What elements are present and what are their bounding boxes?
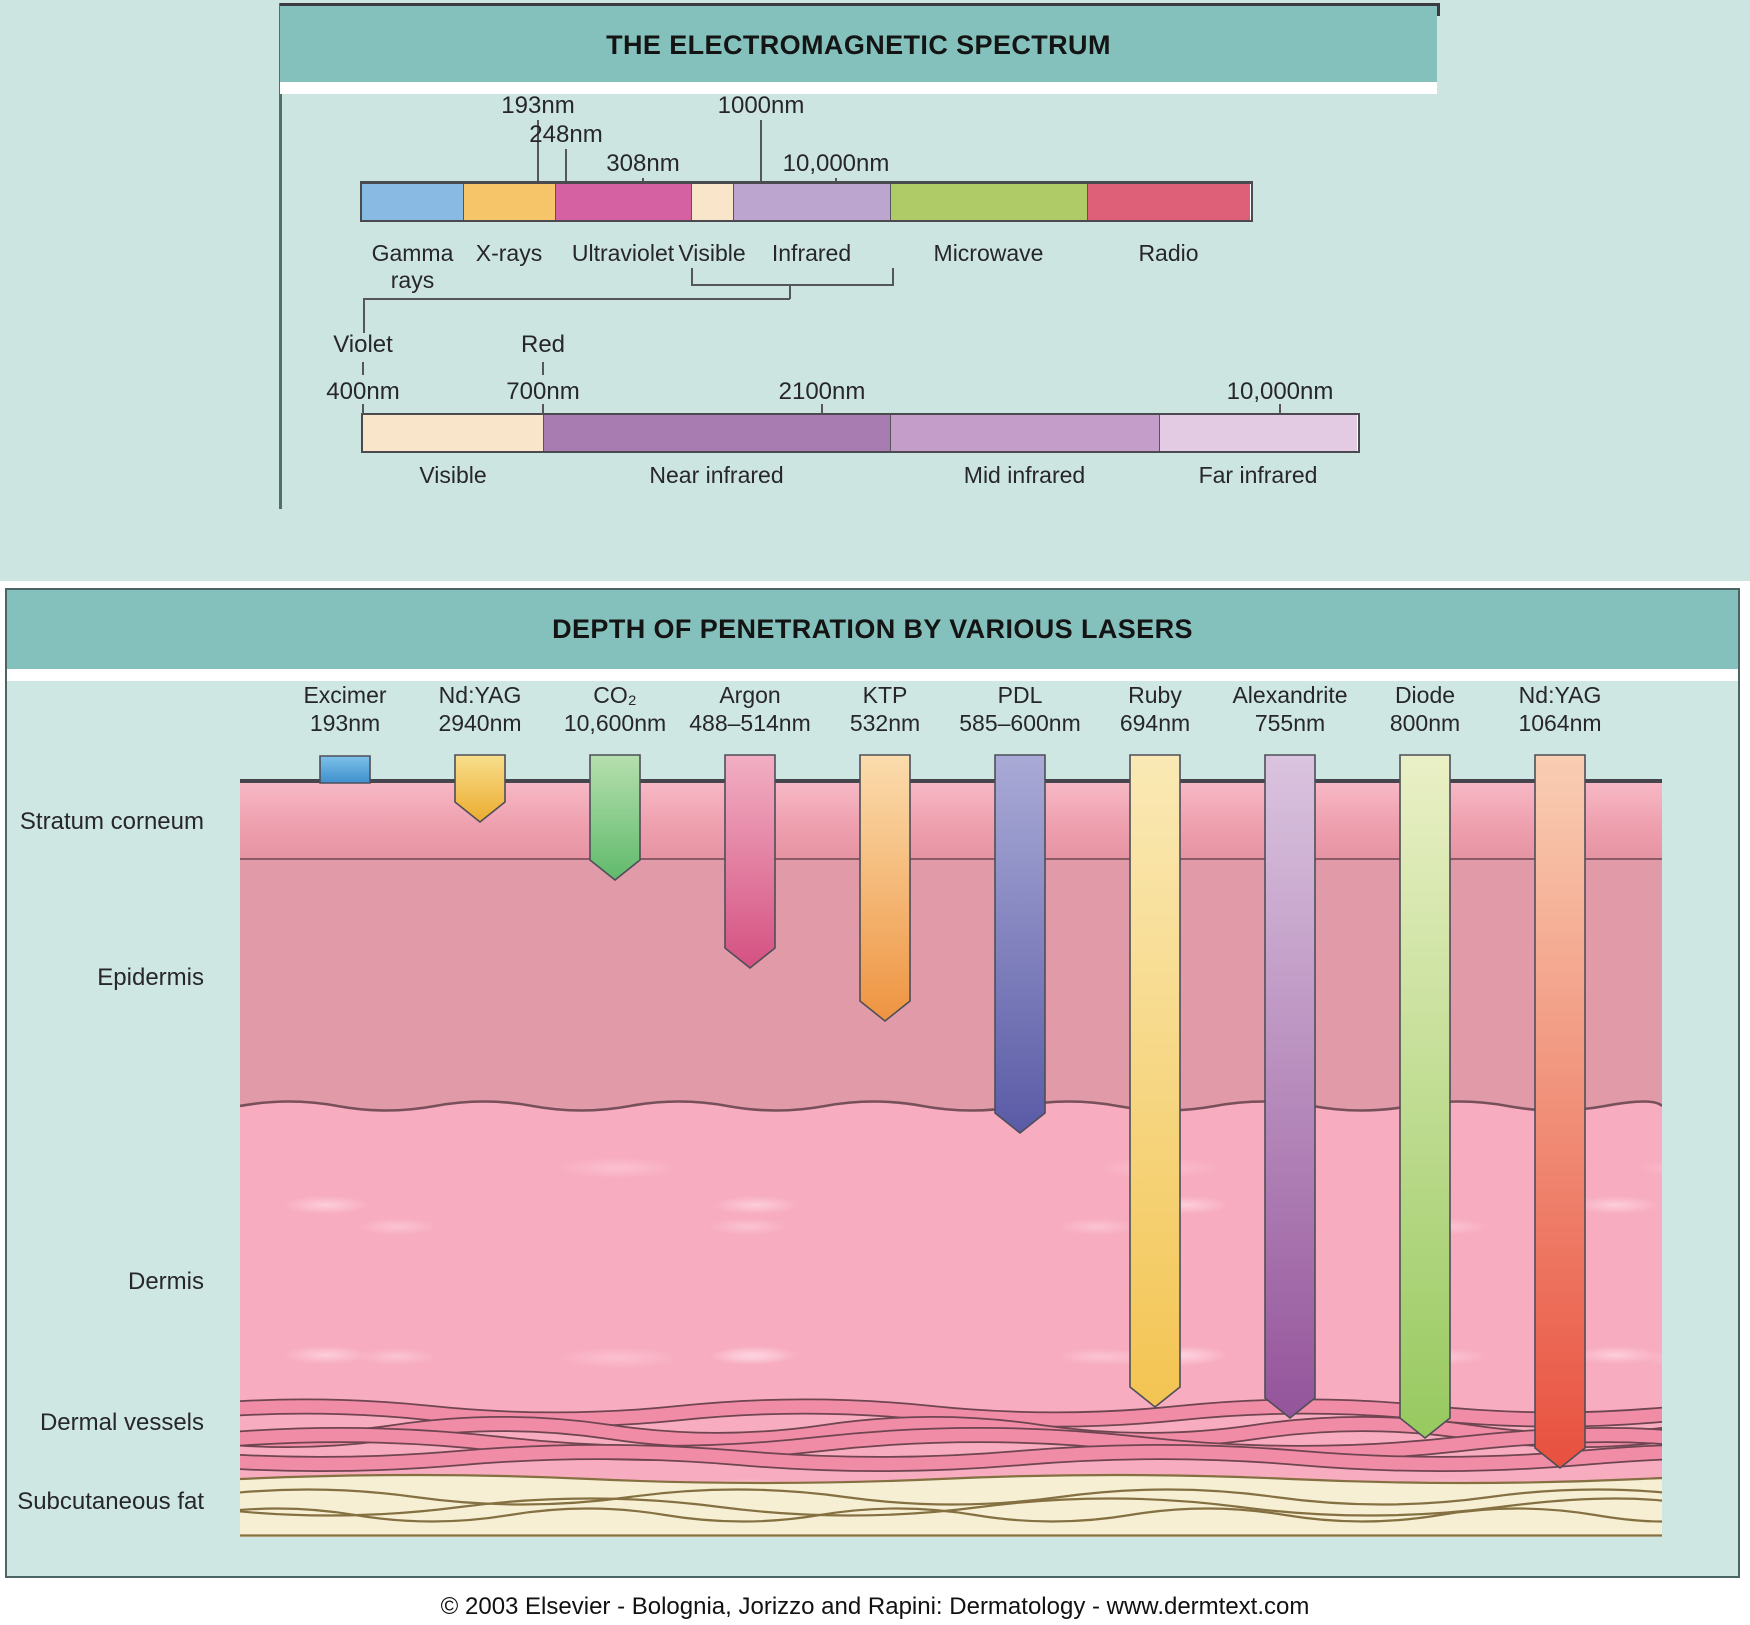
em-tick-label: 1000nm — [717, 92, 805, 119]
ir-tick-line — [542, 404, 544, 414]
ir-segment — [1158, 414, 1357, 451]
ir-segment — [542, 414, 890, 451]
em-title: THE ELECTROMAGNETIC SPECTRUM — [606, 30, 1111, 60]
em-segment — [732, 183, 890, 220]
ir-tick-midline — [542, 362, 544, 375]
em-spectrum-bar — [359, 180, 1253, 222]
ir-segment — [362, 414, 543, 451]
ir-tick-line — [362, 404, 364, 414]
em-section-background — [0, 0, 1750, 581]
em-segment — [889, 183, 1087, 220]
ir-segment-label: Mid infrared — [963, 462, 1086, 488]
stratum-corneum-band — [240, 783, 1662, 860]
em-tick-line — [565, 149, 567, 181]
em-title-bar-end-tick — [1437, 3, 1440, 16]
laser-name-label: Ruby — [1128, 682, 1182, 708]
laser-wavelength-label: 193nm — [309, 710, 381, 736]
em-segment-label: X-rays — [475, 240, 543, 266]
em-tick-label: 308nm — [606, 150, 680, 177]
laser-wavelength-label: 2940nm — [438, 710, 522, 736]
epidermis-band — [240, 860, 1662, 1112]
laser-wavelength-label: 10,600nm — [563, 710, 667, 736]
skin-surface-line — [240, 779, 1662, 783]
laser-wavelength-label: 488–514nm — [689, 710, 811, 736]
laser-name-label: Excimer — [303, 682, 387, 708]
ir-tick-value: 2100nm — [778, 378, 866, 405]
ir-tick-midline — [362, 362, 364, 375]
em-segment-label: Gamma rays — [371, 240, 454, 293]
laser-wavelength-label: 800nm — [1389, 710, 1461, 736]
subcutaneous-fat-band — [240, 1473, 1662, 1537]
copyright-text: © 2003 Elsevier - Bolognia, Jorizzo and … — [440, 1593, 1310, 1620]
ir-tick-line — [1279, 404, 1281, 414]
em-segment — [554, 183, 691, 220]
laser-wavelength-label: 532nm — [849, 710, 921, 736]
em-segment — [361, 183, 463, 220]
laser-name-label: Nd:YAG — [438, 682, 522, 708]
laser-title-bar: DEPTH OF PENETRATION BY VARIOUS LASERS — [7, 590, 1738, 669]
em-tick-line — [760, 120, 762, 181]
ir-tick-value: 700nm — [506, 378, 580, 405]
em-title-bar-separator — [280, 82, 1437, 94]
visible-expansion-bar — [360, 412, 1360, 453]
laser-title: DEPTH OF PENETRATION BY VARIOUS LASERS — [552, 614, 1193, 644]
laser-name-label: KTP — [862, 682, 908, 708]
em-segment-label: Ultraviolet — [571, 240, 675, 266]
em-tick-label: 193nm — [501, 92, 575, 119]
em-segment — [690, 183, 733, 220]
skin-layer-label: Subcutaneous fat — [17, 1488, 204, 1515]
ir-segment-label: Far infrared — [1198, 462, 1318, 488]
skin-layer-label: Stratum corneum — [19, 808, 204, 835]
ir-tick-name: Violet — [333, 331, 393, 358]
laser-wavelength-label: 694nm — [1119, 710, 1191, 736]
ir-tick-value: 400nm — [326, 378, 400, 405]
ir-segment — [889, 414, 1159, 451]
ir-segment-label: Near infrared — [649, 462, 784, 488]
em-segment-label: Visible — [678, 240, 746, 266]
skin-layer-label: Dermal vessels — [39, 1409, 204, 1436]
em-tick-line — [537, 120, 539, 181]
laser-name-label: CO₂ — [593, 682, 637, 708]
laser-wavelength-label: 755nm — [1254, 710, 1326, 736]
em-tick-line — [642, 178, 644, 181]
em-segment — [1086, 183, 1250, 220]
skin-layer-label: Dermis — [128, 1268, 204, 1295]
em-segment-label: Microwave — [933, 240, 1044, 266]
laser-name-label: Diode — [1394, 682, 1456, 708]
ir-segment-label: Visible — [419, 462, 487, 488]
em-tick-label: 10,000nm — [782, 150, 890, 177]
em-panel-left-border — [279, 3, 282, 509]
laser-name-label: PDL — [997, 682, 1043, 708]
em-segment-label: Radio — [1138, 240, 1199, 266]
ir-tick-line — [821, 404, 823, 414]
em-title-bar: THE ELECTROMAGNETIC SPECTRUM — [280, 3, 1437, 85]
laser-name-label: Alexandrite — [1232, 682, 1348, 708]
em-segment — [462, 183, 555, 220]
em-segment-label: Infrared — [771, 240, 852, 266]
em-tick-line — [835, 178, 837, 181]
laser-wavelength-label: 1064nm — [1518, 710, 1602, 736]
ir-tick-name: Red — [520, 331, 566, 358]
laser-name-label: Argon — [719, 682, 781, 708]
skin-layer-label: Epidermis — [97, 964, 204, 991]
skin-cross-section — [240, 783, 1662, 1537]
laser-name-label: Nd:YAG — [1518, 682, 1602, 708]
em-tick-label: 248nm — [529, 121, 603, 148]
laser-title-separator — [7, 669, 1738, 681]
laser-wavelength-label: 585–600nm — [959, 710, 1081, 736]
ir-tick-value: 10,000nm — [1226, 378, 1334, 405]
